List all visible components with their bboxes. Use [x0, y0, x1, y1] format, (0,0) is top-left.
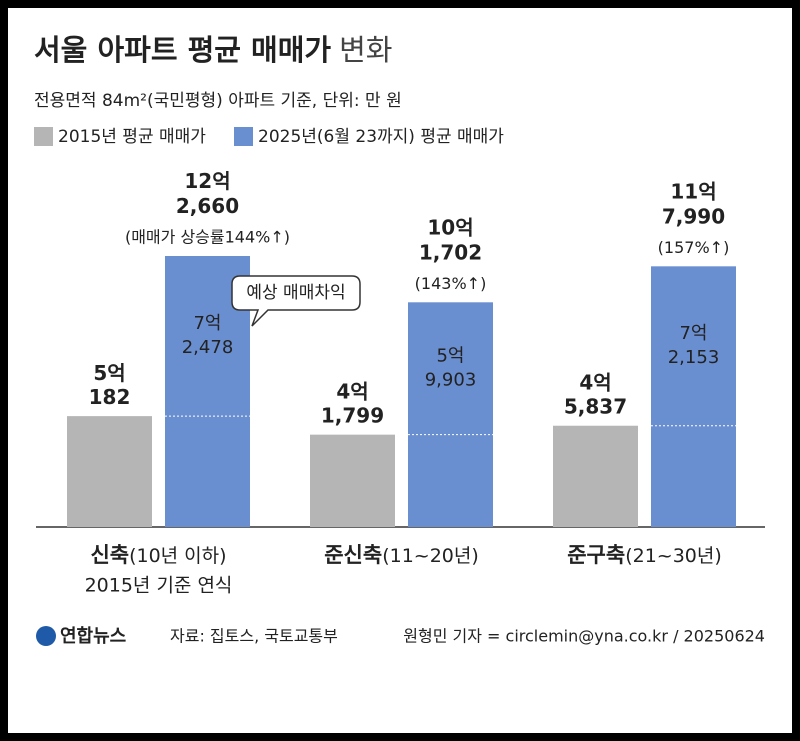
- bar: [651, 266, 736, 527]
- gain-label: 7억 2,478: [182, 313, 234, 358]
- category-note: (10년 이하): [129, 545, 226, 567]
- callout-bubble: [231, 275, 361, 327]
- logo-text: 연합뉴스: [60, 625, 126, 647]
- logo-icon: [36, 626, 56, 646]
- gain-label: 5억 9,903: [425, 345, 477, 390]
- subtitle: 전용면적 84m²(국민평형) 아파트 기준, 단위: 만 원: [34, 91, 402, 111]
- source: 자료: 집토스, 국토교통부: [170, 627, 338, 646]
- callout: 예상 매매차익: [231, 275, 361, 327]
- category-name: 준신축: [324, 543, 382, 567]
- bar: [553, 425, 638, 527]
- callout-text: 예상 매매차익: [246, 283, 345, 303]
- value-label: 10억 1,702: [419, 215, 482, 264]
- value-label: 4억 5,837: [564, 370, 627, 418]
- change-label: (매매가 상승률144%↑): [125, 228, 290, 247]
- category-note: (11~20년): [382, 545, 479, 567]
- category-name: 신축: [90, 543, 129, 567]
- legend-swatch: [234, 127, 253, 146]
- legend-label: 2025년(6월 23까지) 평균 매매가: [258, 127, 504, 147]
- x-tick-label: 신축(10년 이하): [90, 543, 226, 567]
- bar: [310, 434, 395, 527]
- legend-label: 2015년 평균 매매가: [58, 127, 206, 147]
- chart-title: 서울 아파트 평균 매매가 변화: [34, 33, 392, 67]
- category-footnote: 2015년 기준 연식: [85, 575, 233, 597]
- category-note: (21~30년): [625, 545, 722, 567]
- value-label: 4억 1,799: [321, 379, 384, 427]
- legend-swatch: [34, 127, 53, 146]
- value-label: 5억 182: [89, 361, 131, 409]
- footer: 연합뉴스 자료: 집토스, 국토교통부 원형민 기자 = circlemin@y…: [36, 625, 765, 647]
- bar: [67, 416, 152, 527]
- value-label: 12억 2,660: [176, 169, 239, 218]
- x-tick-label: 준신축(11~20년): [324, 543, 479, 567]
- value-label: 11억 7,990: [662, 179, 725, 228]
- category-name: 준구축: [567, 543, 625, 567]
- credit: 원형민 기자 = circlemin@yna.co.kr / 20250624: [403, 627, 765, 646]
- x-tick-label: 준구축(21~30년): [567, 543, 722, 567]
- bar: [408, 302, 493, 527]
- gain-label: 7억 2,153: [668, 323, 720, 368]
- title-main: 서울 아파트 평균 매매가: [34, 33, 331, 67]
- title-suffix: 변화: [339, 33, 392, 67]
- change-label: (143%↑): [415, 274, 487, 293]
- change-label: (157%↑): [658, 238, 730, 257]
